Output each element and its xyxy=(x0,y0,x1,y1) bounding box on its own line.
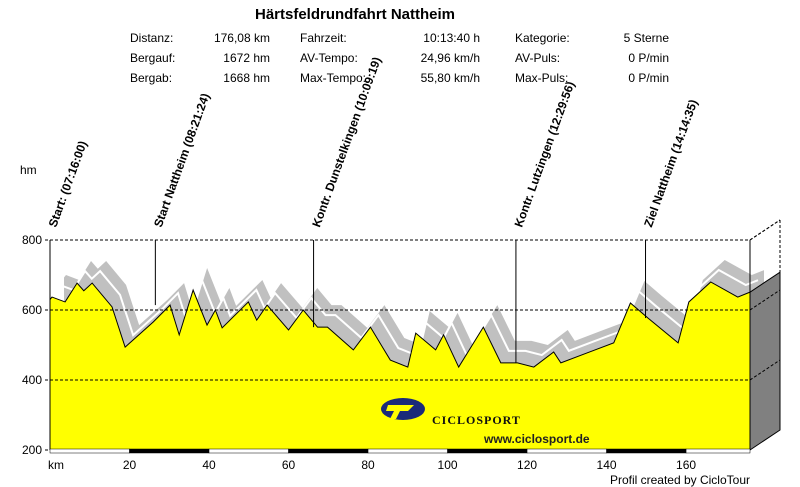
stat-label: Bergauf: xyxy=(130,51,176,65)
y-axis-label: hm xyxy=(20,163,37,177)
credit-text: Profil created by CicloTour xyxy=(609,473,750,487)
stat-value: 10:13:40 h xyxy=(423,31,480,45)
stat-value: 55,80 km/h xyxy=(420,71,480,85)
x-tick-label: 100 xyxy=(438,458,458,472)
x-axis-segment xyxy=(288,448,369,454)
stat-value: 176,08 km xyxy=(213,31,270,45)
profile-shadow-highlight xyxy=(57,268,759,358)
profile-line xyxy=(49,281,751,369)
x-axis-segment xyxy=(606,448,687,454)
stat-value: 1672 hm xyxy=(223,51,270,65)
x-tick-label: 60 xyxy=(282,458,296,472)
stat-label: Distanz: xyxy=(130,31,174,45)
x-axis-label: km xyxy=(48,458,64,472)
y-tick-label: 400 xyxy=(22,373,42,387)
y-tick-label: 200 xyxy=(22,443,42,457)
x-axis-segment xyxy=(49,448,130,454)
x-tick-label: 120 xyxy=(517,458,537,472)
x-tick-label: 160 xyxy=(676,458,696,472)
y-tick-label: 800 xyxy=(22,233,42,247)
gridline-depth xyxy=(749,289,781,311)
x-axis-segment xyxy=(685,448,751,454)
stat-label: Bergab: xyxy=(130,71,173,85)
gridline-depth xyxy=(749,219,781,241)
stat-label: Kategorie: xyxy=(515,31,570,45)
marker-label: Start Nattheim (08:21:24) xyxy=(151,91,213,229)
x-tick-label: 40 xyxy=(202,458,216,472)
x-tick-label: 140 xyxy=(597,458,617,472)
chart-title: Härtsfeldrundfahrt Nattheim xyxy=(254,6,456,23)
x-tick-label: 20 xyxy=(123,458,137,472)
x-axis-segment xyxy=(367,448,448,454)
logo-brand: CICLOSPORT xyxy=(432,413,521,427)
y-tick-label: 600 xyxy=(22,303,42,317)
marker-label: Kontr. Lutzingen (12:29:56) xyxy=(512,80,578,230)
marker-label: Ziel Nattheim (14:14:35) xyxy=(641,98,700,229)
ciclosport-emblem-icon xyxy=(381,398,425,420)
stat-value: 24,96 km/h xyxy=(420,51,480,65)
profile-side-panel xyxy=(749,271,781,451)
x-axis-segment xyxy=(129,448,210,454)
x-axis-segment xyxy=(526,448,607,454)
profile-area xyxy=(50,282,750,450)
stat-value: 0 P/min xyxy=(628,51,669,65)
marker-label: Kontr. Dunstelkingen (10:09:19) xyxy=(309,55,384,229)
ciclosport-logo: CICLOSPORT www.ciclosport.de xyxy=(381,398,590,446)
stat-value: 0 P/min xyxy=(628,71,669,85)
stat-label: Max-Tempo: xyxy=(300,71,367,85)
x-axis-segment xyxy=(447,448,528,454)
x-axis-segment xyxy=(208,448,289,454)
stat-label: Fahrzeit: xyxy=(300,31,347,45)
x-tick-label: 80 xyxy=(361,458,375,472)
stat-label: Max-Puls: xyxy=(515,71,569,85)
stat-label: AV-Tempo: xyxy=(300,51,358,65)
logo-url: www.ciclosport.de xyxy=(483,432,590,446)
marker-label: Start: (07:16:00) xyxy=(46,139,90,229)
gridline-depth xyxy=(749,359,781,381)
stat-value: 1668 hm xyxy=(223,71,270,85)
stat-label: AV-Puls: xyxy=(515,51,561,65)
stat-value: 5 Sterne xyxy=(623,31,669,45)
